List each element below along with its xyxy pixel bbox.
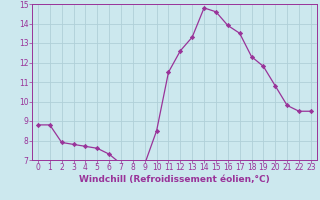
X-axis label: Windchill (Refroidissement éolien,°C): Windchill (Refroidissement éolien,°C) (79, 175, 270, 184)
